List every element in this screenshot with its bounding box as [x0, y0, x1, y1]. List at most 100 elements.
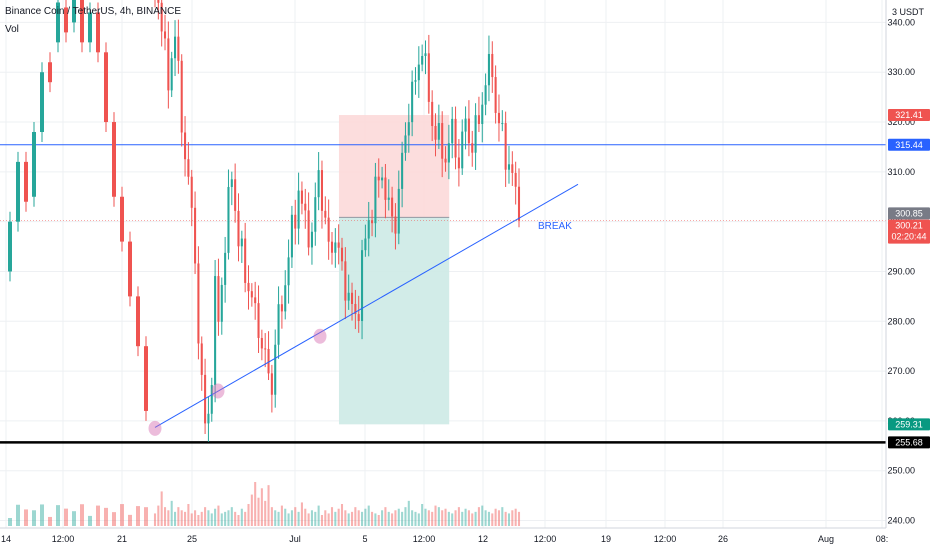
candle-body [297, 190, 300, 229]
candle-body [427, 53, 430, 102]
price-badge-text: 321.41 [895, 110, 923, 120]
candle-body [350, 292, 354, 304]
take-profit-zone [338, 217, 450, 425]
candle-body [327, 217, 330, 242]
candle-body [444, 158, 447, 163]
candle-body [340, 247, 344, 262]
candle-body [497, 112, 500, 124]
volume-bar [461, 511, 464, 526]
time-axis[interactable]: 14 12:00 21 25 Jul 5 12:00 12 12:00 19 12:00 26 Aug 0… [1, 534, 888, 544]
volume-bar [153, 513, 157, 526]
x-tick-label: 25 [187, 534, 197, 544]
volume-bar [40, 504, 44, 526]
candle-body [207, 413, 210, 424]
candles [8, 0, 521, 442]
candle-body [411, 81, 414, 123]
y-tick-label: 250.00 [887, 466, 915, 476]
volume-bar [367, 505, 370, 526]
candle-body [467, 118, 470, 144]
volume-bar [136, 506, 140, 526]
volume-bar [16, 504, 20, 526]
candle-body [8, 221, 12, 272]
candle-body [441, 123, 444, 159]
volume-indicator-label[interactable]: Vol [5, 24, 19, 35]
candle-body [374, 176, 377, 224]
candle-body [270, 373, 273, 395]
candle-body [160, 2, 163, 32]
volume-bar [310, 510, 313, 526]
volume-bar [454, 510, 457, 526]
volume-bar [317, 505, 320, 526]
volume-bar [277, 511, 280, 526]
candle-body [494, 77, 497, 113]
volume-bar [304, 508, 307, 526]
candle-body [197, 263, 200, 344]
candle-body [324, 210, 327, 218]
candle-body [267, 348, 270, 374]
y-tick-label: 310.00 [887, 167, 915, 177]
price-badge-text: 300.85 [895, 208, 923, 218]
volume-bar [32, 510, 36, 526]
candle-body [507, 164, 511, 170]
candle-body [284, 285, 287, 312]
volume-bar [287, 513, 290, 526]
volume-bar [267, 485, 270, 526]
stop-loss-zone [338, 115, 450, 218]
volume-bar [431, 511, 434, 526]
position-zones [338, 115, 450, 425]
volume-bar [237, 515, 240, 526]
candle-body [454, 118, 457, 158]
volume-bar [501, 507, 504, 526]
volume-bar [494, 508, 497, 526]
candle-body [200, 343, 203, 375]
volume-bar [194, 510, 197, 526]
x-tick-label: 12:00 [654, 534, 677, 544]
volume-bar [371, 511, 374, 526]
volume-bar [387, 511, 390, 526]
trendline [154, 183, 579, 428]
price-badge [888, 109, 930, 122]
volume-bar [441, 510, 444, 526]
candle-body [230, 179, 233, 187]
x-tick-label: Jul [289, 534, 301, 544]
volume-bar [247, 504, 250, 526]
volume-bar [357, 510, 360, 526]
candle-body [417, 64, 420, 81]
y-tick-label: 340.00 [887, 17, 915, 27]
volume-bar [163, 507, 167, 526]
x-tick-label: 5 [362, 534, 367, 544]
touch-marker [211, 383, 225, 399]
candle-body [72, 0, 76, 23]
candle-body [32, 132, 36, 197]
volume-bar [354, 507, 357, 526]
volume-bar [284, 508, 287, 526]
candle-body [404, 135, 407, 153]
volume-bar [421, 504, 424, 526]
candle-body [227, 186, 230, 253]
candle-body [187, 159, 190, 177]
candle-body [474, 115, 477, 153]
volume-bar [214, 508, 217, 526]
candle-body [471, 143, 474, 153]
candle-body [501, 123, 504, 125]
volume-bar [350, 511, 354, 526]
candle-body [431, 101, 434, 127]
x-tick-label: 08: [876, 534, 889, 544]
x-tick-label: 12:00 [52, 534, 75, 544]
candle-body [337, 242, 340, 248]
volume-bar [88, 515, 92, 526]
candle-body [481, 104, 484, 125]
volume-bar [514, 508, 517, 526]
candle-body [367, 220, 370, 239]
volume-bar [464, 508, 467, 526]
volume-bar [427, 510, 430, 526]
volume-bar [451, 513, 454, 526]
candle-body [511, 164, 514, 173]
volume-bar [250, 494, 253, 526]
candle-body [414, 80, 417, 82]
volume-bar [307, 513, 310, 526]
volume-bar [434, 505, 437, 526]
volume-bar [200, 511, 203, 526]
volume-bar [254, 482, 257, 526]
